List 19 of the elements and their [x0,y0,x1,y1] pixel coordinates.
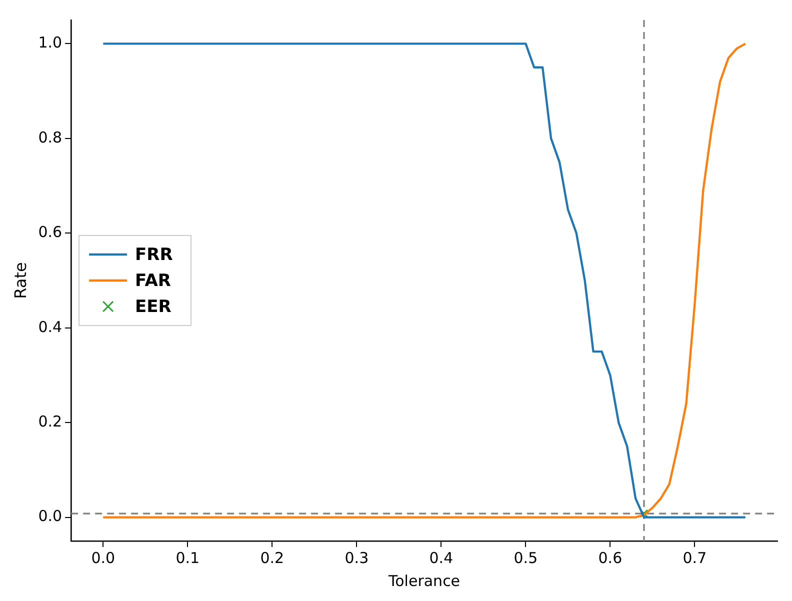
x-tick-label: 0.3 [344,548,369,567]
y-tick-label: 0.8 [38,128,62,146]
y-tick-label: 0.6 [38,223,62,242]
x-axis-title: Tolerance [388,572,460,590]
x-tick-label: 0.1 [176,548,200,567]
y-axis-title: Rate [10,262,30,299]
x-tick-label: 0.0 [91,548,116,567]
y-tick-label: 0.4 [38,318,62,336]
legend-label: FRR [135,244,173,265]
legend-label: EER [135,296,172,317]
x-tick-label: 0.2 [260,548,284,567]
y-tick-label: 0.0 [38,507,62,526]
x-tick-label: 0.6 [598,548,622,567]
y-tick-label: 0.2 [38,412,62,430]
y-tick-label: 1.0 [38,34,62,52]
x-tick-label: 0.5 [514,548,538,567]
legend-label: FAR [135,270,171,291]
x-tick-label: 0.7 [682,548,707,567]
x-tick-label: 0.4 [429,548,454,567]
